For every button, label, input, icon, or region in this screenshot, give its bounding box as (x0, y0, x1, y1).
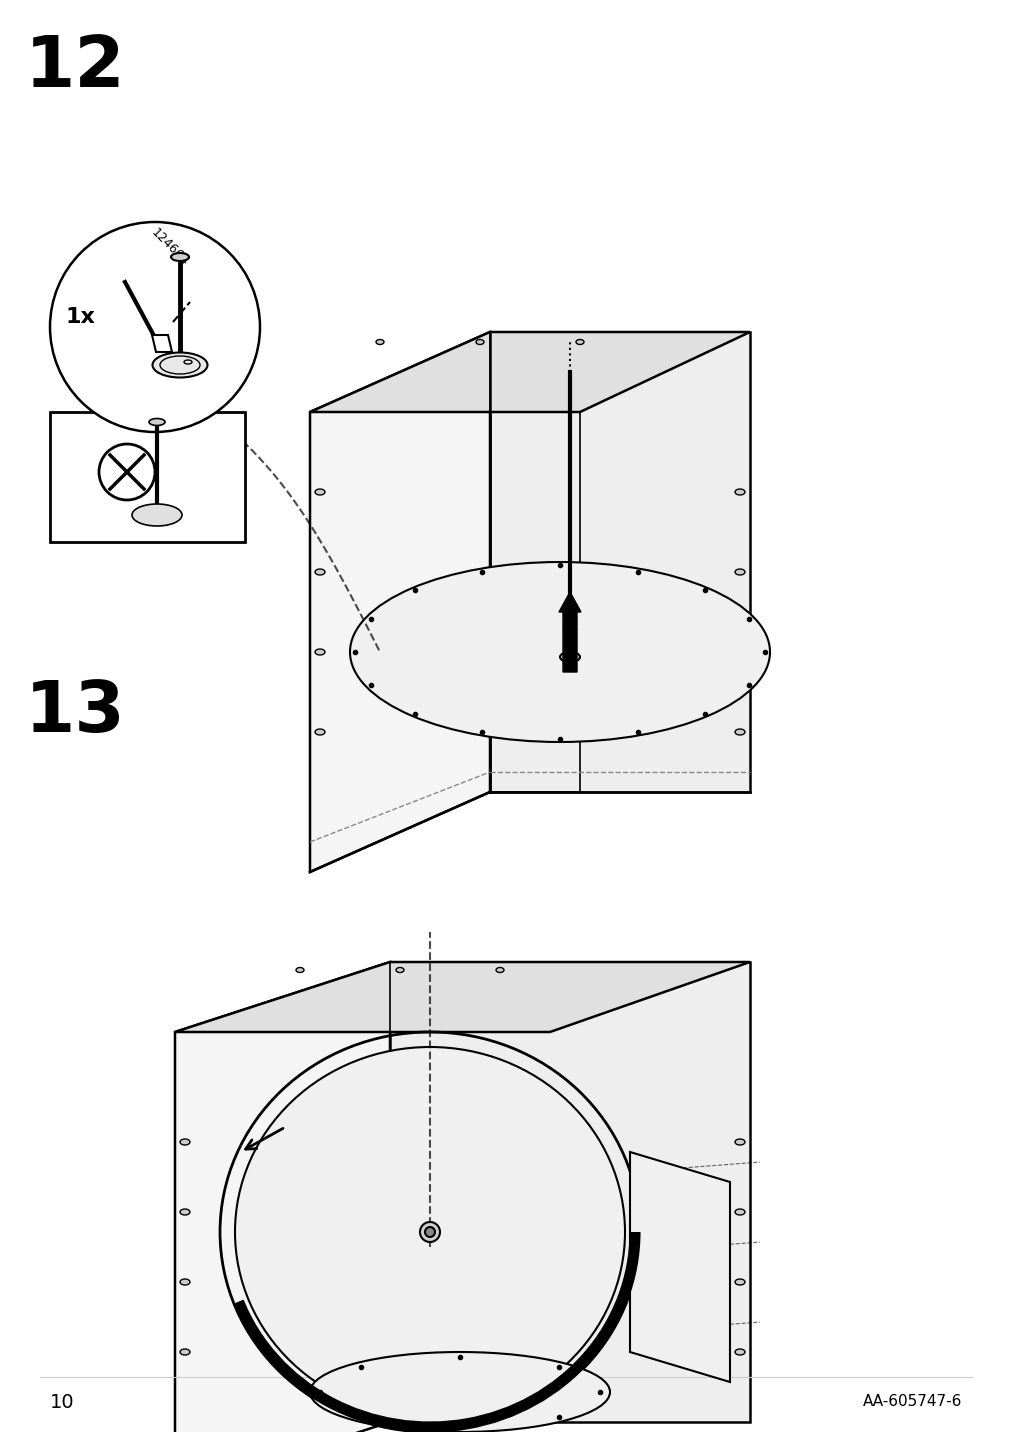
Ellipse shape (314, 569, 325, 576)
Ellipse shape (314, 649, 325, 654)
Polygon shape (630, 1151, 729, 1382)
Ellipse shape (180, 1138, 190, 1146)
Ellipse shape (395, 968, 403, 972)
Ellipse shape (131, 504, 182, 526)
Polygon shape (152, 335, 172, 352)
Ellipse shape (180, 1349, 190, 1355)
Ellipse shape (734, 649, 744, 654)
Circle shape (50, 222, 260, 432)
Text: AA-605747-6: AA-605747-6 (861, 1395, 961, 1409)
Ellipse shape (559, 652, 579, 662)
Ellipse shape (314, 488, 325, 495)
Ellipse shape (575, 339, 583, 345)
Text: 1x: 1x (65, 306, 95, 326)
Ellipse shape (495, 968, 503, 972)
Ellipse shape (734, 1279, 744, 1285)
Text: 12: 12 (24, 33, 125, 102)
Ellipse shape (425, 1227, 435, 1237)
Ellipse shape (734, 729, 744, 735)
Bar (50, 412, 245, 541)
Polygon shape (489, 332, 749, 792)
Ellipse shape (180, 1279, 190, 1285)
Polygon shape (175, 962, 749, 1032)
Ellipse shape (180, 1209, 190, 1214)
Ellipse shape (149, 418, 165, 425)
Ellipse shape (309, 1352, 610, 1432)
Ellipse shape (734, 569, 744, 576)
Text: 10: 10 (50, 1392, 75, 1412)
Ellipse shape (350, 561, 769, 742)
Ellipse shape (734, 1349, 744, 1355)
Polygon shape (309, 332, 489, 872)
Polygon shape (389, 962, 749, 1422)
Ellipse shape (153, 352, 207, 378)
Polygon shape (175, 962, 389, 1432)
Ellipse shape (376, 339, 383, 345)
Polygon shape (309, 332, 749, 412)
Text: 124664: 124664 (149, 226, 191, 268)
Ellipse shape (420, 1221, 440, 1242)
Ellipse shape (734, 1138, 744, 1146)
Ellipse shape (171, 253, 189, 261)
Ellipse shape (235, 1047, 625, 1418)
Ellipse shape (314, 729, 325, 735)
FancyArrow shape (558, 591, 580, 672)
Ellipse shape (295, 968, 303, 972)
Ellipse shape (734, 1209, 744, 1214)
Ellipse shape (734, 488, 744, 495)
Text: 13: 13 (24, 677, 125, 746)
Circle shape (99, 444, 155, 500)
Ellipse shape (475, 339, 483, 345)
